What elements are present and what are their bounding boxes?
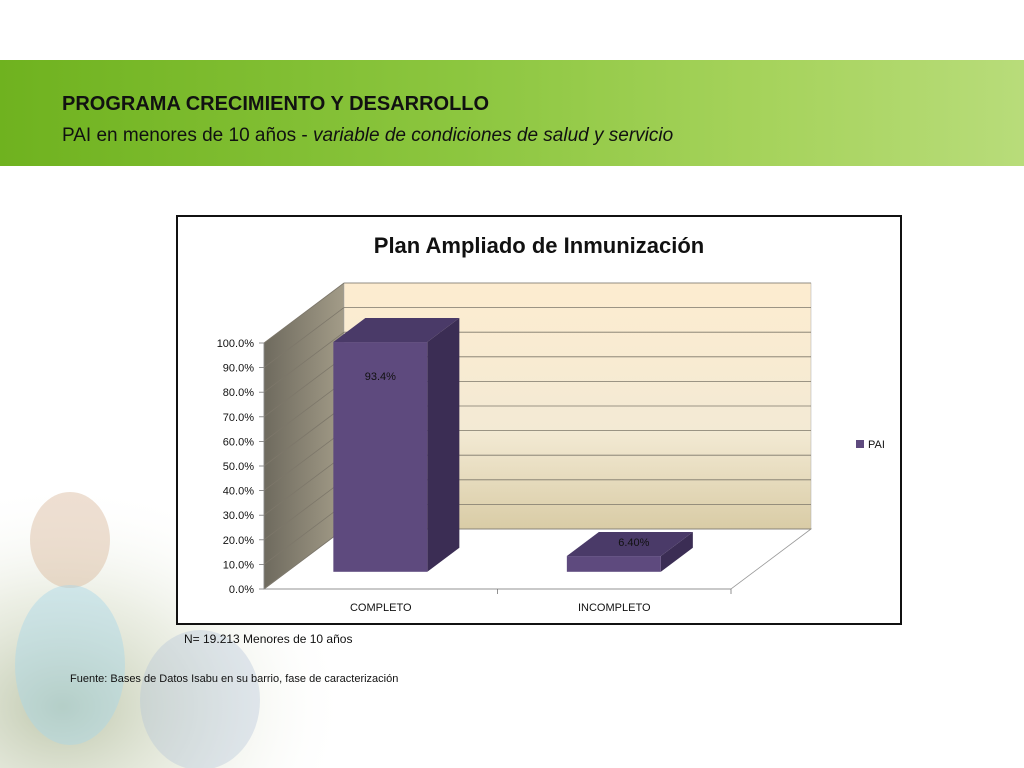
gridline-side — [263, 356, 345, 418]
y-tick-label: 40.0% — [223, 486, 254, 498]
header-band — [0, 60, 1024, 166]
gridline-side — [263, 430, 345, 491]
bar-side — [427, 318, 460, 572]
subtitle-italic: variable de condiciones de salud y servi… — [313, 125, 674, 146]
x-tick-label: COMPLETO — [350, 602, 412, 614]
data-label: 6.40% — [618, 537, 649, 549]
bar-top — [333, 318, 460, 343]
sample-size-note: N= 19.213 Menores de 10 años — [184, 632, 353, 646]
chart-bars: 93.4% 6.40% — [333, 318, 693, 572]
y-tick-label: 90.0% — [223, 363, 254, 375]
page-title: PROGRAMA CRECIMIENTO Y DESARROLLO — [62, 93, 490, 115]
bar — [566, 556, 661, 572]
x-tick-label: INCOMPLETO — [578, 602, 651, 614]
chart-title: Plan Ampliado de Inmunización — [374, 233, 704, 258]
gridline-side — [263, 528, 345, 590]
chart: 93.4% 6.40% 0.0% 10.0% 20.0% 30.0% 40.0% 50.0%… — [217, 233, 885, 614]
y-tick-label: 100.0% — [217, 338, 255, 350]
y-tick-label: 0.0% — [229, 584, 254, 596]
gridline-side — [263, 282, 345, 344]
y-tick-label: 20.0% — [223, 535, 254, 547]
bar — [333, 342, 428, 572]
gridline-side — [263, 479, 345, 541]
legend-swatch — [856, 440, 864, 448]
y-tick-label: 70.0% — [223, 412, 254, 424]
chart-axis: 0.0% 10.0% 20.0% 30.0% 40.0% 50.0% 60.0% 70.0% 8… — [217, 338, 732, 614]
y-tick-label: 50.0% — [223, 461, 254, 473]
gridline-side — [263, 504, 345, 565]
gridline-side — [263, 405, 345, 467]
y-tick-label: 30.0% — [223, 510, 254, 522]
source-note: Fuente: Bases de Datos Isabu en su barri… — [70, 673, 399, 685]
page-subtitle: PAI en menores de 10 años - variable de … — [62, 125, 673, 147]
y-tick-label: 80.0% — [223, 387, 254, 399]
y-tick-label: 10.0% — [223, 559, 254, 571]
data-label: 93.4% — [365, 371, 396, 383]
legend: PAI — [856, 439, 885, 451]
y-tick-label: 60.0% — [223, 436, 254, 448]
gridline-side — [263, 331, 345, 393]
gridline-side — [263, 381, 345, 442]
legend-label: PAI — [868, 439, 885, 451]
subtitle-prefix: PAI en menores de 10 años - — [62, 125, 314, 146]
gridline-side — [263, 454, 345, 516]
gridline-side — [263, 307, 345, 368]
bar-side — [660, 532, 693, 572]
bar-top — [566, 532, 693, 557]
